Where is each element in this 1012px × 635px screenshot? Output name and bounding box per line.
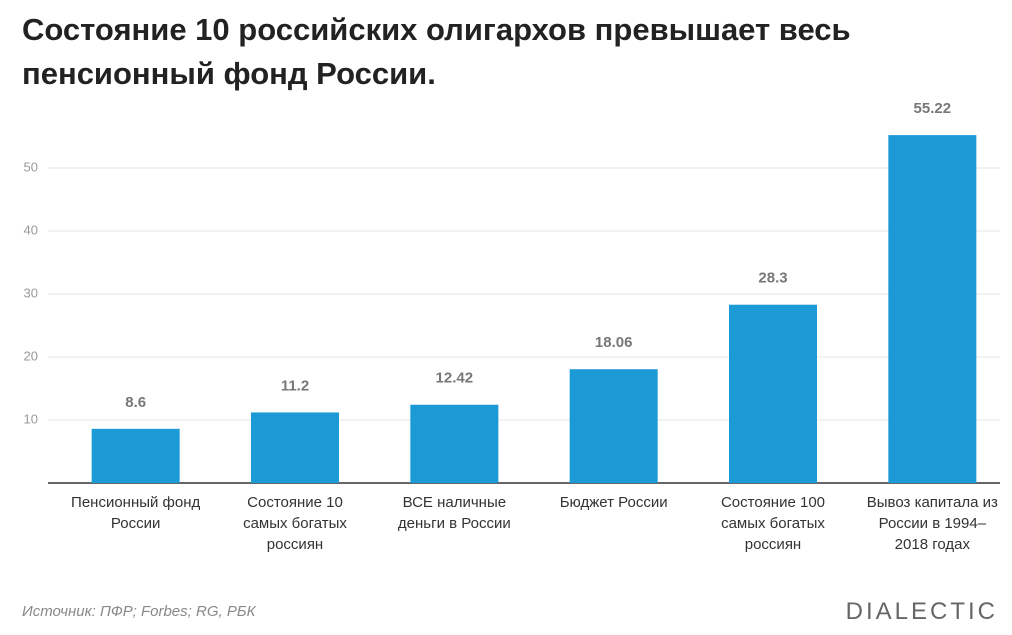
y-tick-label: 50 (24, 159, 38, 174)
y-tick-label: 30 (24, 285, 38, 300)
bar (729, 304, 817, 483)
x-tick-label: Состояние 100 самых богатых россиян (720, 494, 826, 553)
y-tick-label: 10 (24, 411, 38, 426)
value-label: 18.06 (595, 334, 633, 351)
x-tick-label: Состояние 10 самых богатых россиян (243, 494, 347, 553)
source-note: Источник: ПФР; Forbes; RG, РБК (22, 603, 256, 620)
bar (569, 369, 658, 483)
y-tick-label: 40 (24, 222, 38, 237)
bar (251, 412, 339, 483)
bar (410, 404, 499, 483)
y-tick-label: 20 (24, 348, 38, 363)
value-label: 28.3 (758, 270, 787, 287)
value-label: 8.6 (125, 394, 146, 411)
x-tick-label: Бюджет России (559, 494, 668, 511)
bar (888, 135, 977, 483)
x-tick-label: Вывоз капитала из России в 1994–2018 год… (866, 494, 998, 553)
chart-title: Состояние 10 российских олигархов превыш… (22, 12, 851, 91)
value-label: 55.22 (914, 100, 952, 117)
x-tick-label: ВСЕ наличные деньги в России (397, 494, 511, 532)
value-label: 11.2 (281, 377, 309, 394)
bar (91, 428, 180, 483)
logo: DIALECTIC (845, 598, 998, 625)
x-tick-label: Пенсионный фонд России (71, 494, 201, 532)
value-label: 12.42 (436, 370, 474, 387)
